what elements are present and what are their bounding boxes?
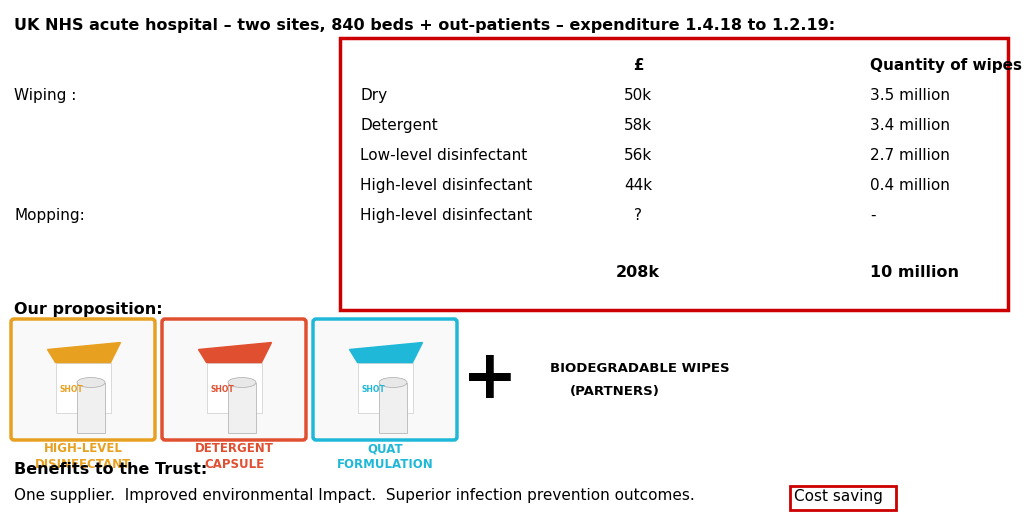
Ellipse shape (228, 377, 256, 387)
Text: DETERGENT
CAPSULE: DETERGENT CAPSULE (195, 442, 273, 471)
Text: 58k: 58k (624, 118, 652, 133)
Text: +: + (462, 346, 518, 413)
Ellipse shape (379, 377, 407, 387)
Text: ?: ? (634, 208, 642, 223)
Text: £: £ (633, 58, 643, 73)
Text: Benefits to the Trust:: Benefits to the Trust: (14, 462, 207, 477)
Text: Mopping:: Mopping: (14, 208, 85, 223)
Text: SHOT: SHOT (210, 385, 233, 394)
Polygon shape (349, 342, 423, 362)
Text: High-level disinfectant: High-level disinfectant (360, 208, 532, 223)
Text: SHOT: SHOT (361, 385, 385, 394)
Polygon shape (199, 342, 271, 362)
Bar (379, 383, 407, 433)
Text: 10 million: 10 million (870, 265, 959, 280)
Text: UK NHS acute hospital – two sites, 840 beds + out-patients – expenditure 1.4.18 : UK NHS acute hospital – two sites, 840 b… (14, 18, 836, 33)
Text: (PARTNERS): (PARTNERS) (570, 385, 659, 398)
Text: 208k: 208k (616, 265, 660, 280)
Bar (340, 38, 1008, 310)
Text: Wiping :: Wiping : (14, 88, 77, 103)
Text: HIGH-LEVEL
DISINFECTANT: HIGH-LEVEL DISINFECTANT (35, 442, 131, 471)
Bar (357, 362, 413, 413)
Text: Our proposition:: Our proposition: (14, 302, 163, 317)
Polygon shape (47, 342, 121, 362)
Text: QUAT
FORMULATION: QUAT FORMULATION (337, 442, 433, 471)
Text: 3.5 million: 3.5 million (870, 88, 950, 103)
Text: High-level disinfectant: High-level disinfectant (360, 178, 532, 193)
Text: 2.7 million: 2.7 million (870, 148, 950, 163)
Text: One supplier.  Improved environmental Impact.  Superior infection prevention out: One supplier. Improved environmental Imp… (14, 488, 694, 503)
Text: Quantity of wipes: Quantity of wipes (870, 58, 1022, 73)
Text: 3.4 million: 3.4 million (870, 118, 950, 133)
Bar (55, 362, 111, 413)
Text: BIODEGRADABLE WIPES: BIODEGRADABLE WIPES (550, 362, 730, 374)
Bar (207, 362, 261, 413)
Text: Low-level disinfectant: Low-level disinfectant (360, 148, 527, 163)
Text: 50k: 50k (624, 88, 652, 103)
Text: Detergent: Detergent (360, 118, 437, 133)
Bar (77, 383, 105, 433)
Text: -: - (870, 208, 876, 223)
FancyBboxPatch shape (11, 319, 155, 440)
Ellipse shape (77, 377, 105, 387)
Bar (790, 486, 896, 510)
Text: SHOT: SHOT (59, 385, 83, 394)
Text: Dry: Dry (360, 88, 387, 103)
FancyBboxPatch shape (313, 319, 457, 440)
Text: 0.4 million: 0.4 million (870, 178, 950, 193)
Text: Cost saving: Cost saving (794, 489, 883, 504)
FancyBboxPatch shape (162, 319, 306, 440)
Bar (228, 383, 256, 433)
Text: 44k: 44k (624, 178, 652, 193)
Text: 56k: 56k (624, 148, 652, 163)
